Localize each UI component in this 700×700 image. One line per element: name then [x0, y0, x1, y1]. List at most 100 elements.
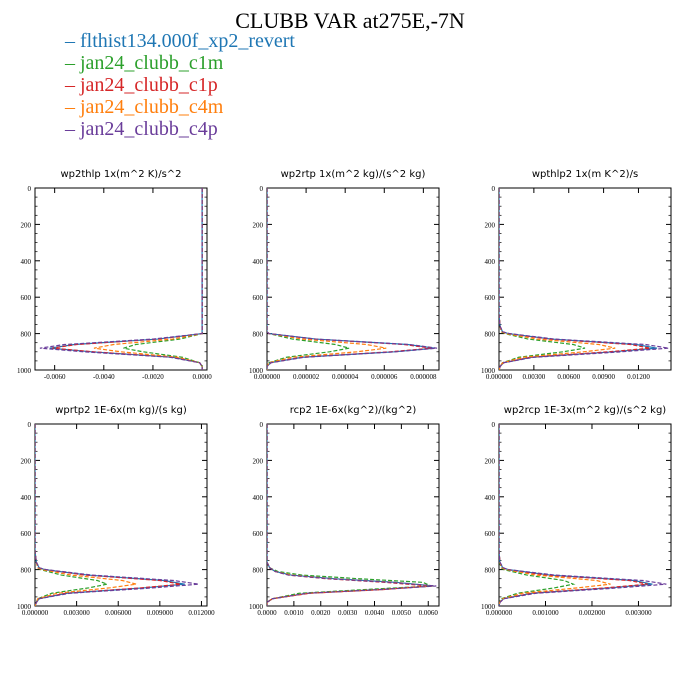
chart-panel: wp2thlp 1x(m^2 K)/s^2 0 200 400 600 800 1000 -0… [17, 169, 212, 381]
x-tick-label: -0.0040 [93, 373, 115, 381]
y-tick-label: 600 [253, 294, 264, 302]
y-tick-label: 600 [253, 530, 264, 538]
series-line [267, 424, 437, 606]
y-tick-label: 0 [260, 185, 264, 193]
y-tick-label: 1000 [481, 367, 496, 375]
legend-entry: – jan24_clubb_c4p [65, 118, 295, 140]
x-tick-label: 0.01200 [627, 373, 650, 381]
x-tick-label: 0.012000 [188, 609, 215, 617]
x-tick-label: 0.000000 [22, 609, 49, 617]
y-tick-label: 800 [485, 331, 496, 339]
y-tick-label: 1000 [481, 603, 496, 611]
legend: – flthist134.000f_xp2_revert – jan24_clu… [65, 30, 295, 140]
x-tick-label: 0.00600 [557, 373, 580, 381]
x-tick-label: 0.002000 [579, 609, 606, 617]
y-tick-label: 600 [21, 294, 32, 302]
x-tick-label: 0.0030 [338, 609, 358, 617]
panel-title: wprtp2 1E-6x(m kg)/(s kg) [55, 405, 187, 416]
y-tick-label: 400 [253, 258, 264, 266]
y-tick-label: 600 [485, 294, 496, 302]
y-tick-label: 400 [253, 494, 264, 502]
x-tick-label: 0.000006 [371, 373, 398, 381]
chart-panel: wp2rtp 1x(m^2 kg)/(s^2 kg) 0 200 400 600 800 1… [249, 169, 440, 381]
x-tick-label: -0.0020 [142, 373, 164, 381]
series-line [35, 424, 110, 606]
legend-entry: – jan24_clubb_c4m [65, 96, 295, 118]
x-tick-label: 0.0010 [284, 609, 304, 617]
series-line [35, 424, 199, 606]
chart-panel: wpthlp2 1x(m K^2)/s020040060080010000.00… [481, 169, 672, 381]
chart-panel: rcp2 1E-6x(kg^2)/(kg^2) 0 200 400 600 800 1000… [249, 405, 440, 617]
x-tick-label: 0.000004 [332, 373, 359, 381]
legend-entry: – jan24_clubb_c1p [65, 74, 295, 96]
series-line [499, 188, 586, 370]
y-tick-label: 0 [28, 421, 32, 429]
x-tick-label: 0.0020 [311, 609, 331, 617]
x-tick-label: 0.0000 [192, 373, 212, 381]
y-tick-label: 0 [492, 421, 496, 429]
x-tick-label: 0.006000 [105, 609, 132, 617]
y-tick-label: 200 [21, 457, 32, 465]
legend-label: – jan24_clubb_c1p [65, 74, 218, 96]
series-line [52, 188, 203, 370]
series-line [499, 424, 667, 606]
panel-title: wp2thlp 1x(m^2 K)/s^2 [60, 169, 181, 180]
y-tick-label: 0 [492, 185, 496, 193]
y-tick-label: 200 [253, 221, 264, 229]
y-tick-label: 600 [21, 530, 32, 538]
y-tick-label: 800 [253, 567, 264, 575]
series-line [49, 188, 203, 370]
y-tick-label: 400 [485, 258, 496, 266]
legend-label: – jan24_clubb_c4m [65, 96, 224, 118]
x-tick-label: 0.003000 [63, 609, 90, 617]
series-line [499, 188, 669, 370]
x-tick-label: -0.0060 [44, 373, 66, 381]
x-tick-label: 0.001000 [532, 609, 559, 617]
chart-panel: wprtp2 1E-6x(m kg)/(s kg) 0 200 400 600 800 10… [17, 405, 215, 617]
x-tick-label: 0.000000 [486, 609, 513, 617]
y-tick-label: 400 [21, 494, 32, 502]
panel-title: wp2rcp 1E-3x(m^2 kg)/(s^2 kg) [504, 405, 667, 416]
x-tick-label: 0.0000 [257, 609, 277, 617]
x-tick-label: 0.000008 [410, 373, 437, 381]
legend-label: – jan24_clubb_c1m [65, 52, 224, 74]
plot-frame [266, 187, 440, 371]
chart-panel: wp2rcp 1E-3x(m^2 kg)/(s^2 kg) 0 200 400 600 8… [481, 405, 672, 617]
y-tick-label: 1000 [249, 367, 264, 375]
y-tick-label: 0 [28, 185, 32, 193]
series-line [267, 424, 432, 606]
y-tick-label: 1000 [17, 603, 32, 611]
x-tick-label: 0.000000 [254, 373, 281, 381]
series-line [499, 424, 576, 606]
panel-title: rcp2 1E-6x(kg^2)/(kg^2) [290, 405, 417, 416]
series-line [35, 424, 137, 606]
series-line [267, 424, 434, 606]
legend-label: – jan24_clubb_c4p [65, 118, 218, 140]
y-tick-label: 400 [21, 258, 32, 266]
series-line [267, 424, 434, 606]
series-line [267, 188, 350, 370]
series-line [267, 188, 432, 370]
panel-title: wpthlp2 1x(m K^2)/s [532, 169, 638, 180]
x-tick-label: 0.000002 [293, 373, 320, 381]
y-tick-label: 800 [253, 331, 264, 339]
y-tick-label: 800 [21, 567, 32, 575]
y-tick-label: 200 [485, 457, 496, 465]
y-tick-label: 400 [485, 494, 496, 502]
series-line [35, 424, 181, 606]
x-tick-label: 0.00900 [592, 373, 615, 381]
plot-frame [498, 423, 672, 607]
y-tick-label: 600 [485, 530, 496, 538]
y-tick-label: 200 [253, 457, 264, 465]
page-title: CLUBB VAR at275E,-7N [235, 8, 465, 33]
series-line [499, 188, 658, 370]
plot-frame [34, 187, 208, 371]
legend-entry: – jan24_clubb_c1m [65, 52, 295, 74]
y-tick-label: 1000 [249, 603, 264, 611]
y-tick-label: 800 [21, 331, 32, 339]
series-line [39, 188, 203, 370]
x-tick-label: 0.0050 [392, 609, 412, 617]
series-line [499, 188, 616, 370]
panel-title: wp2rtp 1x(m^2 kg)/(s^2 kg) [281, 169, 426, 180]
legend-label: – flthist134.000f_xp2_revert [65, 30, 295, 52]
